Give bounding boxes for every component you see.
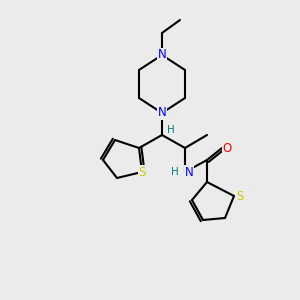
Text: O: O [222,142,232,154]
Text: N: N [158,106,166,119]
Text: S: S [236,190,244,202]
Text: H: H [167,125,175,135]
Text: H: H [171,167,179,177]
Text: N: N [184,166,194,178]
Text: S: S [138,166,146,178]
Text: N: N [158,49,166,62]
